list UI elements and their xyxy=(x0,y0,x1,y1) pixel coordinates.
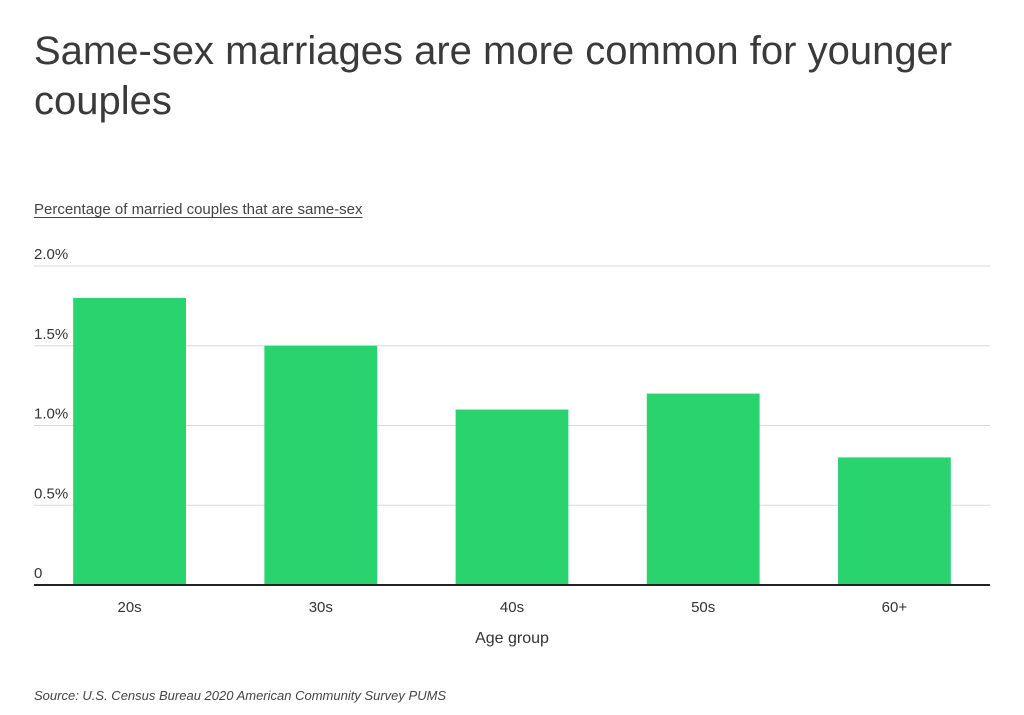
x-tick-label: 30s xyxy=(309,599,333,616)
chart-title: Same-sex marriages are more common for y… xyxy=(34,29,953,123)
x-tick-label: 50s xyxy=(691,599,715,616)
bar-50s xyxy=(646,393,760,585)
x-tick-label: 60+ xyxy=(882,599,908,616)
y-axis-tick-labels: 0 0.5% 1.0% 1.5% 2.0% xyxy=(34,246,68,582)
x-axis-title: Age group xyxy=(475,630,549,647)
y-tick-label: 0.5% xyxy=(34,485,68,502)
x-tick-label: 40s xyxy=(500,599,524,616)
y-tick-label: 1.5% xyxy=(34,326,68,343)
y-tick-label: 0 xyxy=(34,565,42,582)
x-axis-tick-labels: 20s 30s 40s 50s 60+ xyxy=(118,599,908,616)
bar-60 xyxy=(837,457,951,585)
source-note: Source: U.S. Census Bureau 2020 American… xyxy=(34,688,447,703)
bar-40s xyxy=(455,409,569,585)
chart-subtitle: Percentage of married couples that are s… xyxy=(34,201,363,218)
x-tick-label: 20s xyxy=(118,599,142,616)
y-tick-label: 1.0% xyxy=(34,406,68,423)
y-tick-label: 2.0% xyxy=(34,246,68,263)
bar-20s xyxy=(73,297,187,585)
bar-30s xyxy=(264,345,378,585)
bars xyxy=(73,297,951,585)
